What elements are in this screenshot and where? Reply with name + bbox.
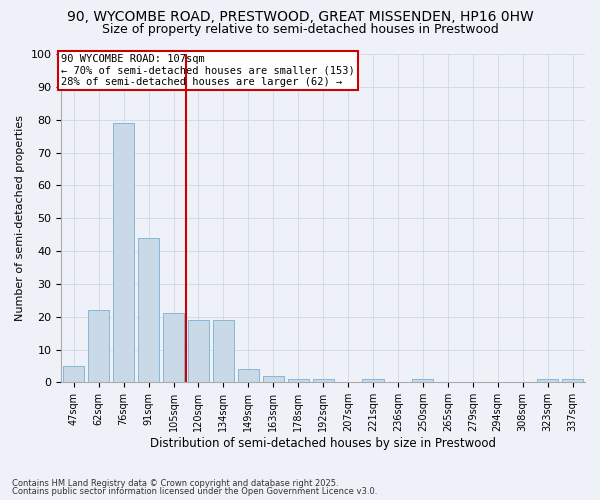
Bar [313,379,334,382]
Bar [138,238,159,382]
Bar [63,366,85,382]
Text: 90, WYCOMBE ROAD, PRESTWOOD, GREAT MISSENDEN, HP16 0HW: 90, WYCOMBE ROAD, PRESTWOOD, GREAT MISSE… [67,10,533,24]
Bar [412,379,433,382]
Bar [188,320,209,382]
Bar [362,379,383,382]
Bar [238,369,259,382]
Y-axis label: Number of semi-detached properties: Number of semi-detached properties [15,115,25,321]
Text: Contains HM Land Registry data © Crown copyright and database right 2025.: Contains HM Land Registry data © Crown c… [12,478,338,488]
Bar [287,379,309,382]
Bar [263,376,284,382]
Bar [113,123,134,382]
Bar [537,379,558,382]
X-axis label: Distribution of semi-detached houses by size in Prestwood: Distribution of semi-detached houses by … [150,437,496,450]
Text: 90 WYCOMBE ROAD: 107sqm
← 70% of semi-detached houses are smaller (153)
28% of s: 90 WYCOMBE ROAD: 107sqm ← 70% of semi-de… [61,54,355,87]
Bar [562,379,583,382]
Text: Contains public sector information licensed under the Open Government Licence v3: Contains public sector information licen… [12,487,377,496]
Text: Size of property relative to semi-detached houses in Prestwood: Size of property relative to semi-detach… [101,22,499,36]
Bar [163,314,184,382]
Bar [88,310,109,382]
Bar [213,320,234,382]
